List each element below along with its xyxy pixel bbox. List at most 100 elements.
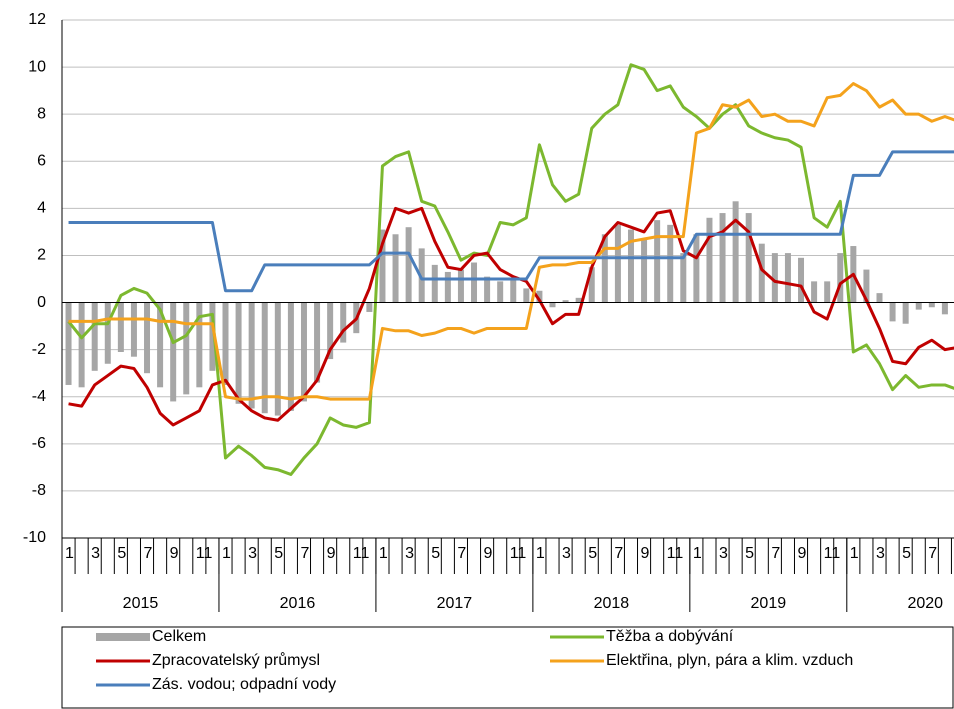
x-tick-label: 1	[65, 545, 74, 562]
bar	[784, 253, 791, 303]
x-tick-label: 1	[379, 545, 388, 562]
bar	[510, 279, 517, 303]
bar	[157, 302, 164, 388]
bar	[379, 229, 386, 303]
legend-label: Těžba a dobývání	[606, 628, 734, 645]
bar	[471, 262, 478, 303]
legend-label: Zás. vodou; odpadní vody	[152, 676, 336, 693]
bar	[824, 281, 831, 303]
x-tick-label: 7	[457, 545, 466, 562]
line-series	[68, 206, 954, 427]
bar	[811, 281, 818, 303]
bar	[130, 302, 137, 357]
x-tick-label: 5	[902, 545, 911, 562]
x-tick-label: 9	[170, 545, 179, 562]
x-tick-label: 1	[536, 545, 545, 562]
bar	[941, 302, 948, 315]
x-tick-label: 3	[405, 545, 414, 562]
x-tick-label: 3	[562, 545, 571, 562]
x-tick-label: 5	[745, 545, 754, 562]
year-label: 2020	[907, 595, 943, 612]
y-tick-label: -4	[32, 388, 46, 405]
x-tick-label: 7	[143, 545, 152, 562]
bar	[287, 302, 294, 411]
bar	[876, 293, 883, 303]
year-label: 2019	[751, 595, 787, 612]
x-tick-label: 3	[248, 545, 257, 562]
x-tick-label: 5	[274, 545, 283, 562]
bar	[928, 302, 935, 308]
y-tick-label: 4	[37, 200, 46, 217]
bar	[523, 288, 530, 303]
bar	[314, 302, 321, 383]
x-tick-label: 1	[850, 545, 859, 562]
legend-label: Celkem	[152, 628, 206, 645]
bar	[902, 302, 909, 324]
bar	[549, 302, 556, 308]
bar	[536, 290, 543, 303]
bar	[144, 302, 151, 374]
line-series	[68, 82, 954, 401]
bar	[65, 302, 72, 385]
bar	[654, 220, 661, 303]
x-tick-label: 3	[91, 545, 100, 562]
bar	[889, 302, 896, 322]
bar	[588, 267, 595, 303]
x-tick-label: 11	[824, 545, 841, 562]
x-tick-label: 9	[797, 545, 806, 562]
legend-label: Zpracovatelský průmysl	[152, 651, 320, 669]
bar	[732, 201, 739, 303]
x-tick-label: 3	[876, 545, 885, 562]
y-tick-label: 12	[28, 11, 46, 28]
bar	[418, 248, 425, 303]
x-tick-label: 5	[588, 545, 597, 562]
x-tick-label: 11	[353, 545, 370, 562]
bar	[340, 302, 347, 343]
y-tick-label: -2	[32, 341, 46, 358]
y-tick-label: -8	[32, 482, 46, 499]
bar	[248, 302, 255, 409]
year-label: 2018	[594, 595, 630, 612]
x-tick-label: 1	[222, 545, 231, 562]
bar	[693, 234, 700, 303]
bar	[392, 234, 399, 303]
bar	[837, 253, 844, 303]
x-tick-label: 9	[327, 545, 336, 562]
x-tick-label: 1	[693, 545, 702, 562]
bar	[771, 253, 778, 303]
x-tick-label: 7	[614, 545, 623, 562]
bar	[745, 213, 752, 303]
bar	[170, 302, 177, 402]
x-tick-label: 9	[641, 545, 650, 562]
x-tick-label: 5	[431, 545, 440, 562]
bar	[562, 300, 569, 303]
bar	[758, 243, 765, 303]
bar	[627, 229, 634, 303]
bar	[261, 302, 268, 414]
bar	[431, 264, 438, 303]
bar	[601, 234, 608, 303]
x-tick-label: 9	[484, 545, 493, 562]
legend-swatch	[96, 633, 150, 641]
bar	[457, 269, 464, 303]
x-tick-label: 7	[300, 545, 309, 562]
bar	[719, 213, 726, 303]
bar	[497, 281, 504, 303]
x-tick-label: 11	[667, 545, 684, 562]
bar	[327, 302, 334, 360]
line-series	[67, 63, 954, 476]
bar	[575, 297, 582, 303]
year-label: 2016	[280, 595, 316, 612]
bar	[274, 302, 281, 416]
y-tick-label: 10	[28, 58, 46, 75]
x-tick-label: 3	[719, 545, 728, 562]
year-label: 2017	[437, 595, 473, 612]
bar	[104, 302, 111, 364]
bar	[117, 302, 124, 352]
bar	[405, 227, 412, 303]
bar	[78, 302, 85, 388]
bar	[366, 302, 373, 312]
line-series	[68, 150, 954, 293]
x-tick-label: 5	[117, 545, 126, 562]
